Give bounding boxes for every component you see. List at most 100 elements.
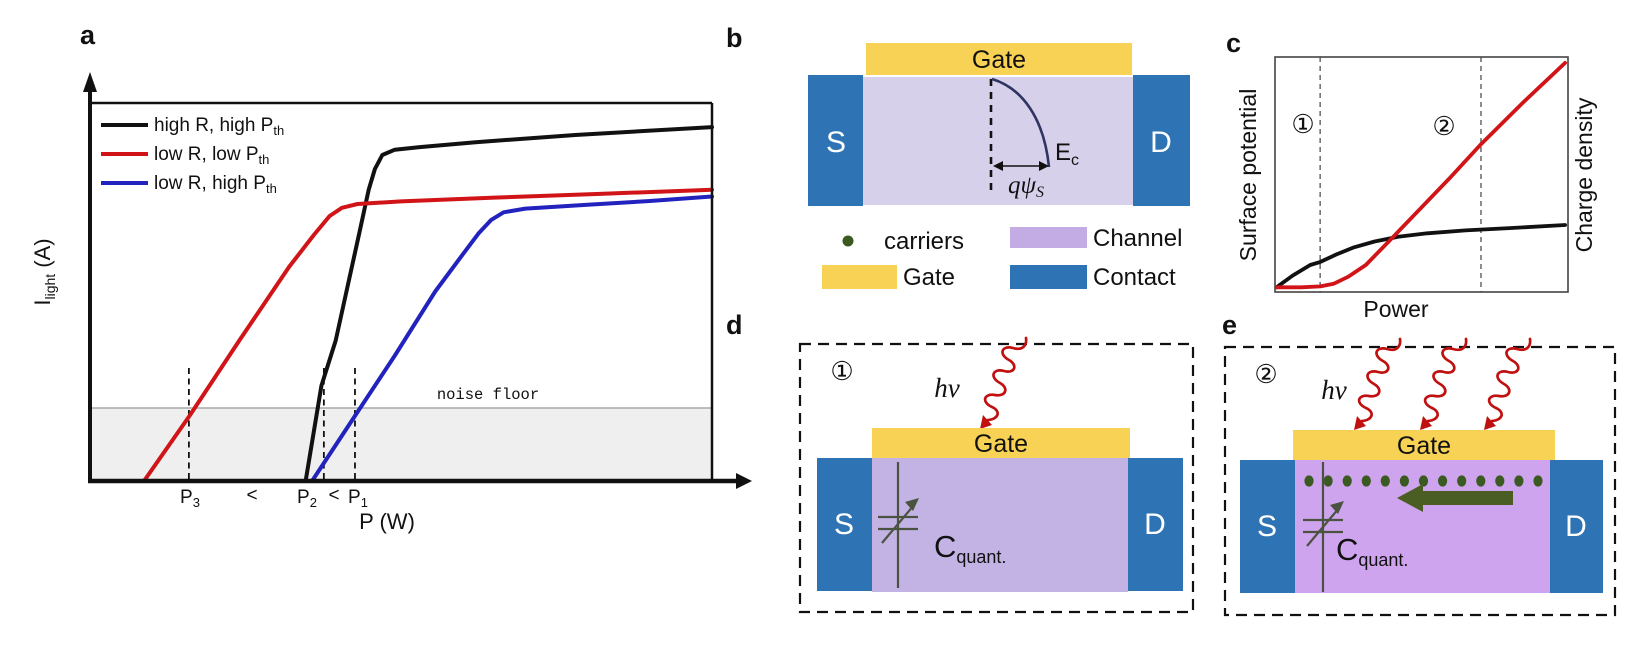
panel-a-curves: [142, 125, 714, 482]
carriers-dot-icon: [842, 235, 854, 247]
panel-c: c ① ② Surface potential Charge density P…: [1226, 28, 1597, 322]
carriers-label: carriers: [884, 228, 964, 255]
gate-label: Gate: [974, 430, 1028, 458]
carrier-dot: [1323, 475, 1333, 487]
drain-label: D: [1144, 508, 1166, 541]
y-axis-arrow-icon: [83, 72, 97, 92]
source-label: S: [826, 126, 846, 159]
carrier-dot: [1495, 475, 1505, 487]
region-2-tag: ②: [1254, 359, 1277, 389]
carrier-dot: [1361, 475, 1371, 487]
legend-label-low-r-high-pth: low R, high Pth: [154, 173, 277, 196]
channel-rect: [863, 77, 1133, 205]
photon-arrow-icon: [978, 336, 1028, 431]
ec-label: Ec: [1055, 139, 1079, 169]
photon-arrow-icon: [1482, 337, 1532, 432]
panel-a: a noise floor high R, high Pth low R, lo…: [30, 20, 752, 534]
carrier-dots-row: [1304, 475, 1543, 487]
charge-density-axis-label: Charge density: [1571, 97, 1597, 252]
power-axis-label: Power: [1363, 296, 1429, 322]
variable-capacitor-icon: [1303, 462, 1344, 592]
less-than-2: <: [328, 485, 339, 506]
surface-potential-axis-label: Surface potential: [1235, 89, 1261, 262]
panel-b: b Gate S D Ec qψS carriers Channel Gate …: [726, 23, 1190, 291]
legend-panel-b: carriers Channel Gate Contact: [822, 225, 1182, 291]
threshold-dashed-lines: [187, 368, 356, 479]
gate-rect: [1293, 430, 1555, 460]
carrier-dot: [1304, 475, 1314, 487]
p3-label: P3: [180, 487, 200, 510]
plot-c-frame: [1274, 56, 1569, 293]
panel-b-label: b: [726, 23, 743, 53]
region-1-tag: ①: [830, 356, 853, 386]
series-high-r-high-pth: [303, 125, 714, 482]
p2-label: P2: [297, 487, 317, 510]
x-axis-arrow-icon: [736, 473, 752, 489]
panel-d-dashed-box: [798, 342, 1195, 614]
carrier-dot: [1514, 475, 1524, 487]
p1-label: P1: [348, 487, 368, 510]
photon-arrow-icon: [1418, 337, 1468, 432]
panel-e-dashed-box: [1223, 345, 1617, 617]
source-contact-rect: [808, 75, 863, 206]
gate-legend-label: Gate: [903, 264, 955, 291]
noise-floor-label: noise floor: [437, 386, 539, 404]
series-charge-density: [1274, 61, 1567, 290]
legend-panel-a: high R, high Pth low R, low Pth low R, h…: [101, 115, 284, 196]
less-than-1: <: [246, 485, 257, 506]
variable-capacitor-icon: [878, 462, 919, 588]
channel-rect: [872, 458, 1128, 592]
channel-legend-label: Channel: [1093, 225, 1182, 252]
carrier-dot: [1342, 475, 1352, 487]
carrier-dot: [1399, 475, 1409, 487]
source-contact-rect: [1240, 460, 1295, 593]
source-label: S: [1257, 510, 1277, 543]
photon-arrow-icon: [1352, 337, 1402, 432]
drain-contact-rect: [1133, 75, 1190, 206]
gate-label: Gate: [972, 46, 1026, 74]
source-contact-rect: [817, 458, 872, 591]
drain-contact-rect: [1128, 458, 1183, 591]
cquant-label: Cquant.: [1336, 532, 1408, 570]
arrow-right-head-icon: [1039, 161, 1049, 171]
channel-swatch: [1010, 227, 1087, 248]
hv-label: hν: [934, 373, 960, 403]
panel-d-label: d: [726, 310, 743, 340]
cquant-label: Cquant.: [934, 529, 1006, 567]
series-low-r-high-pth: [310, 194, 714, 482]
carrier-dot: [1476, 475, 1486, 487]
panel-e-label: e: [1222, 310, 1237, 340]
hv-label: hν: [1321, 375, 1347, 405]
contact-legend-label: Contact: [1093, 264, 1176, 291]
panel-c-label: c: [1226, 28, 1241, 58]
series-surface-potential: [1274, 223, 1567, 290]
carrier-dot: [1438, 475, 1448, 487]
gate-rect: [872, 428, 1130, 458]
carrier-dot: [1533, 475, 1543, 487]
gate-rect: [866, 43, 1132, 75]
drain-label: D: [1565, 510, 1587, 543]
source-label: S: [834, 508, 854, 541]
panel-c-curves: [1274, 61, 1567, 290]
carrier-dot: [1380, 475, 1390, 487]
carrier-dot: [1457, 475, 1467, 487]
noise-floor-shade: [90, 407, 712, 481]
arrow-left-head-icon: [993, 161, 1003, 171]
series-low-r-low-pth: [142, 187, 714, 482]
gate-label: Gate: [1397, 432, 1451, 460]
panel-d: d ① hν Gate S D Cquant.: [726, 310, 1195, 614]
drain-label: D: [1150, 126, 1172, 159]
carrier-dot: [1418, 475, 1429, 487]
region-1-number: ①: [1291, 109, 1314, 139]
gate-swatch: [822, 265, 897, 289]
region-dashed-lines: [1319, 57, 1482, 292]
threshold-labels: P3 < P2 < P1: [180, 485, 368, 510]
legend-label-high-r-high-pth: high R, high Pth: [154, 115, 284, 138]
conduction-band-curve: [991, 77, 1051, 168]
x-axis-label: P (W): [359, 509, 415, 534]
panel-e: e ② hν Gate S D Cquant.: [1222, 310, 1617, 617]
carrier-drift-arrow-icon: [1397, 484, 1513, 512]
region-2-number: ②: [1432, 111, 1455, 141]
